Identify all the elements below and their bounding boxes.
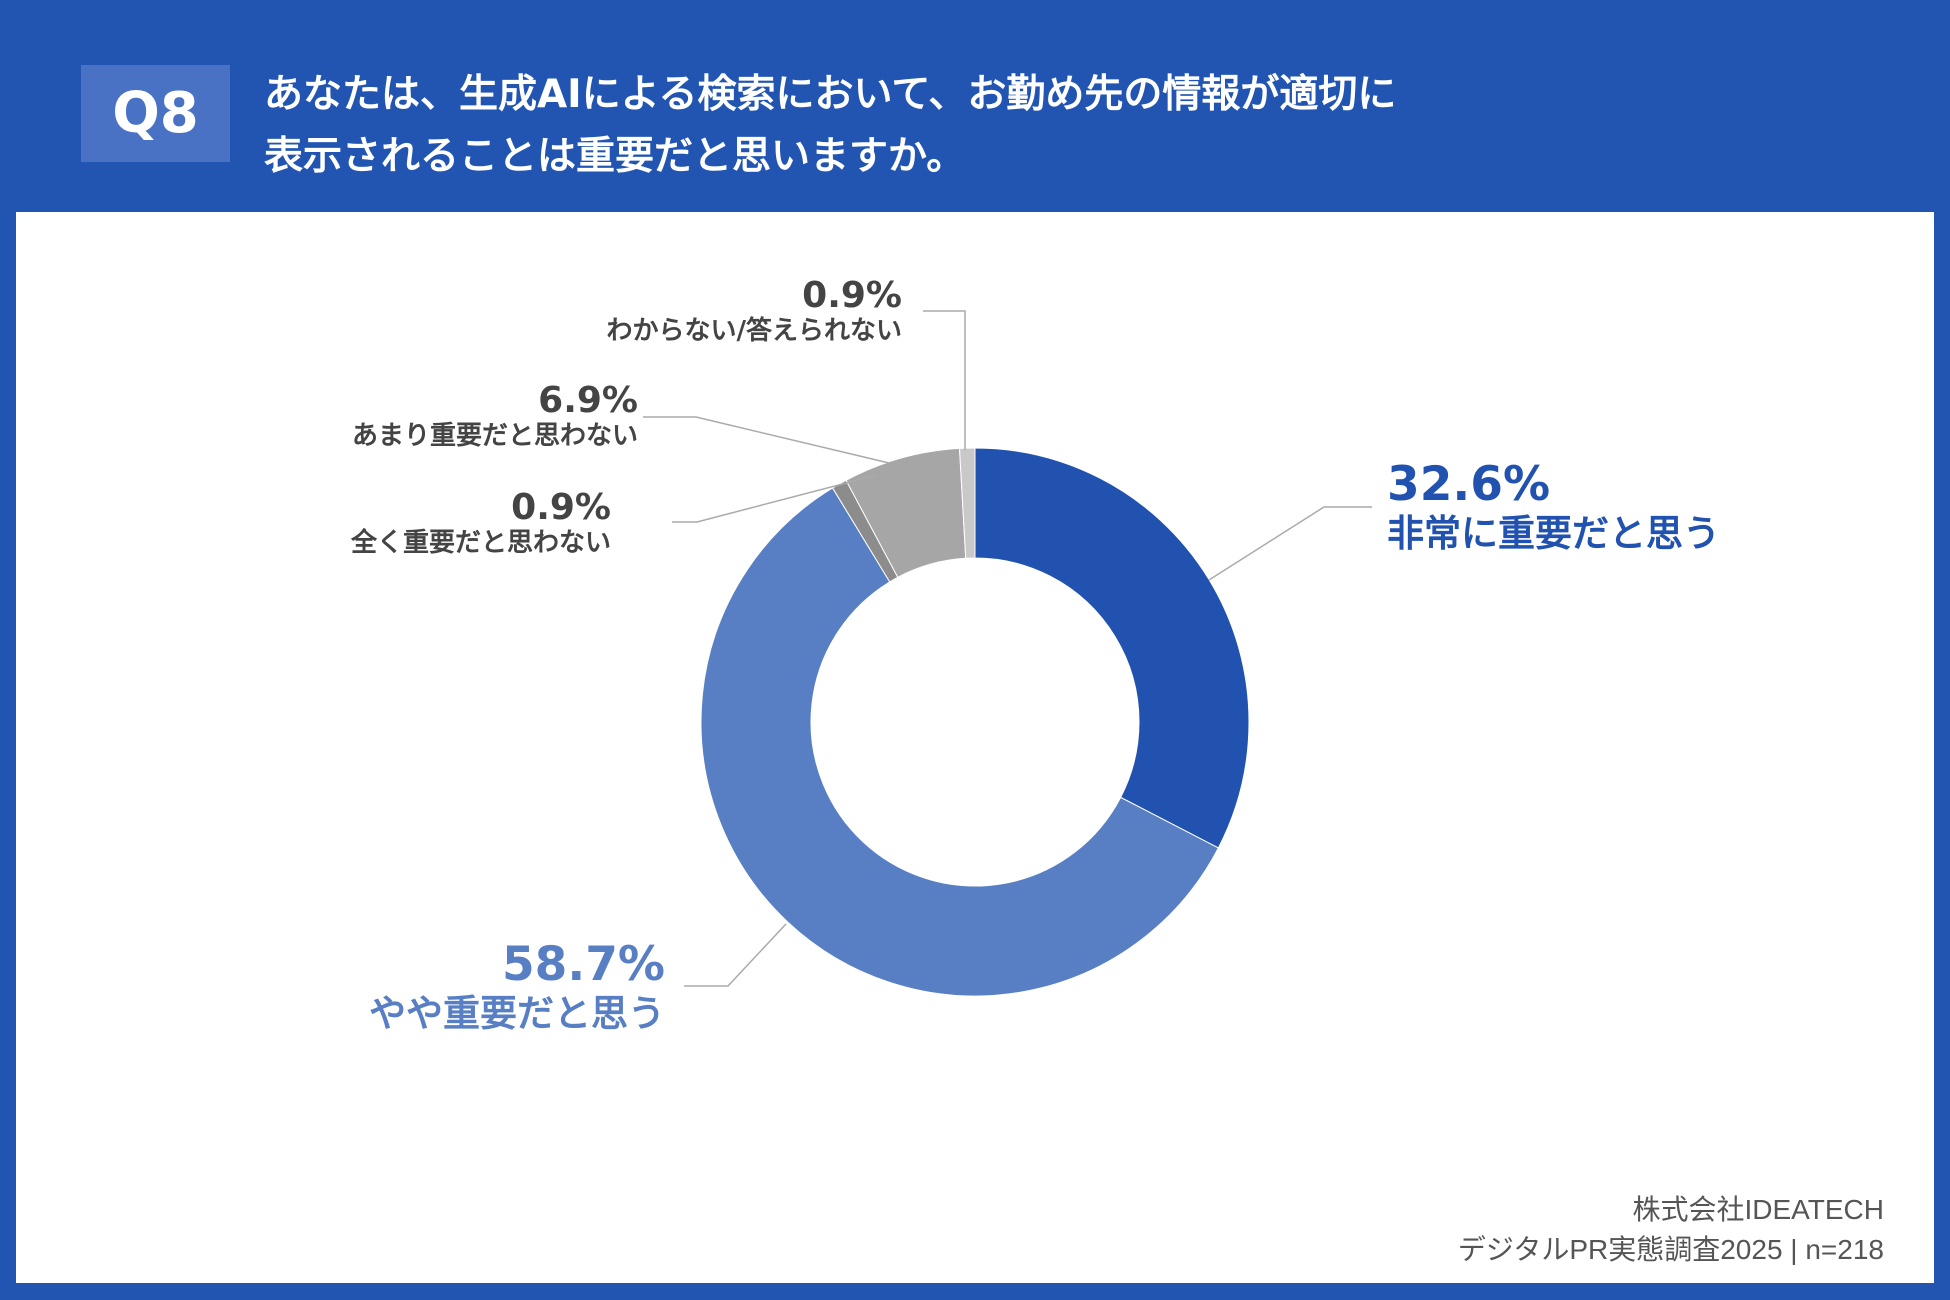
- category-label-not-at-all: 全く重要だと思わない: [350, 527, 611, 558]
- donut-slice-very-important: [974, 447, 1250, 849]
- category-label-somewhat-important: やや重要だと思う: [369, 992, 665, 1035]
- category-label-dont-know: わからない/答えられない: [607, 315, 903, 346]
- leader-line-somewhat-important: [684, 923, 787, 987]
- category-label-very-important: 非常に重要だと思う: [1387, 512, 1720, 555]
- leader-line-not-very: [643, 416, 890, 464]
- survey-source: デジタルPR実態調査2025 | n=218: [1457, 1234, 1884, 1265]
- leader-line-very-important: [1208, 506, 1372, 581]
- leader-line-not-at-all: [672, 474, 878, 523]
- donut-slice-somewhat-important: [700, 487, 1220, 997]
- footer-credit: 株式会社IDEATECH デジタルPR実態調査2025 | n=218: [1458, 1190, 1884, 1270]
- question-number-badge: Q8: [81, 65, 230, 162]
- leader-line-dont-know: [923, 310, 966, 450]
- question-title: あなたは、生成AIによる検索において、お勤め先の情報が適切に 表示されることは重…: [264, 64, 1396, 188]
- company-name: 株式会社IDEATECH: [1632, 1194, 1885, 1225]
- value-label-somewhat-important: 58.7%: [502, 937, 665, 992]
- value-label-very-important: 32.6%: [1387, 457, 1550, 512]
- title-line-1: あなたは、生成AIによる検索において、お勤め先の情報が適切に: [264, 72, 1397, 117]
- value-label-not-very: 6.9%: [538, 380, 638, 421]
- chart-panel: [16, 212, 1934, 1283]
- title-line-2: 表示されることは重要だと思いますか。: [264, 134, 966, 179]
- value-label-not-at-all: 0.9%: [511, 487, 611, 528]
- value-label-dont-know: 0.9%: [802, 275, 902, 316]
- category-label-not-very: あまり重要だと思わない: [352, 421, 638, 451]
